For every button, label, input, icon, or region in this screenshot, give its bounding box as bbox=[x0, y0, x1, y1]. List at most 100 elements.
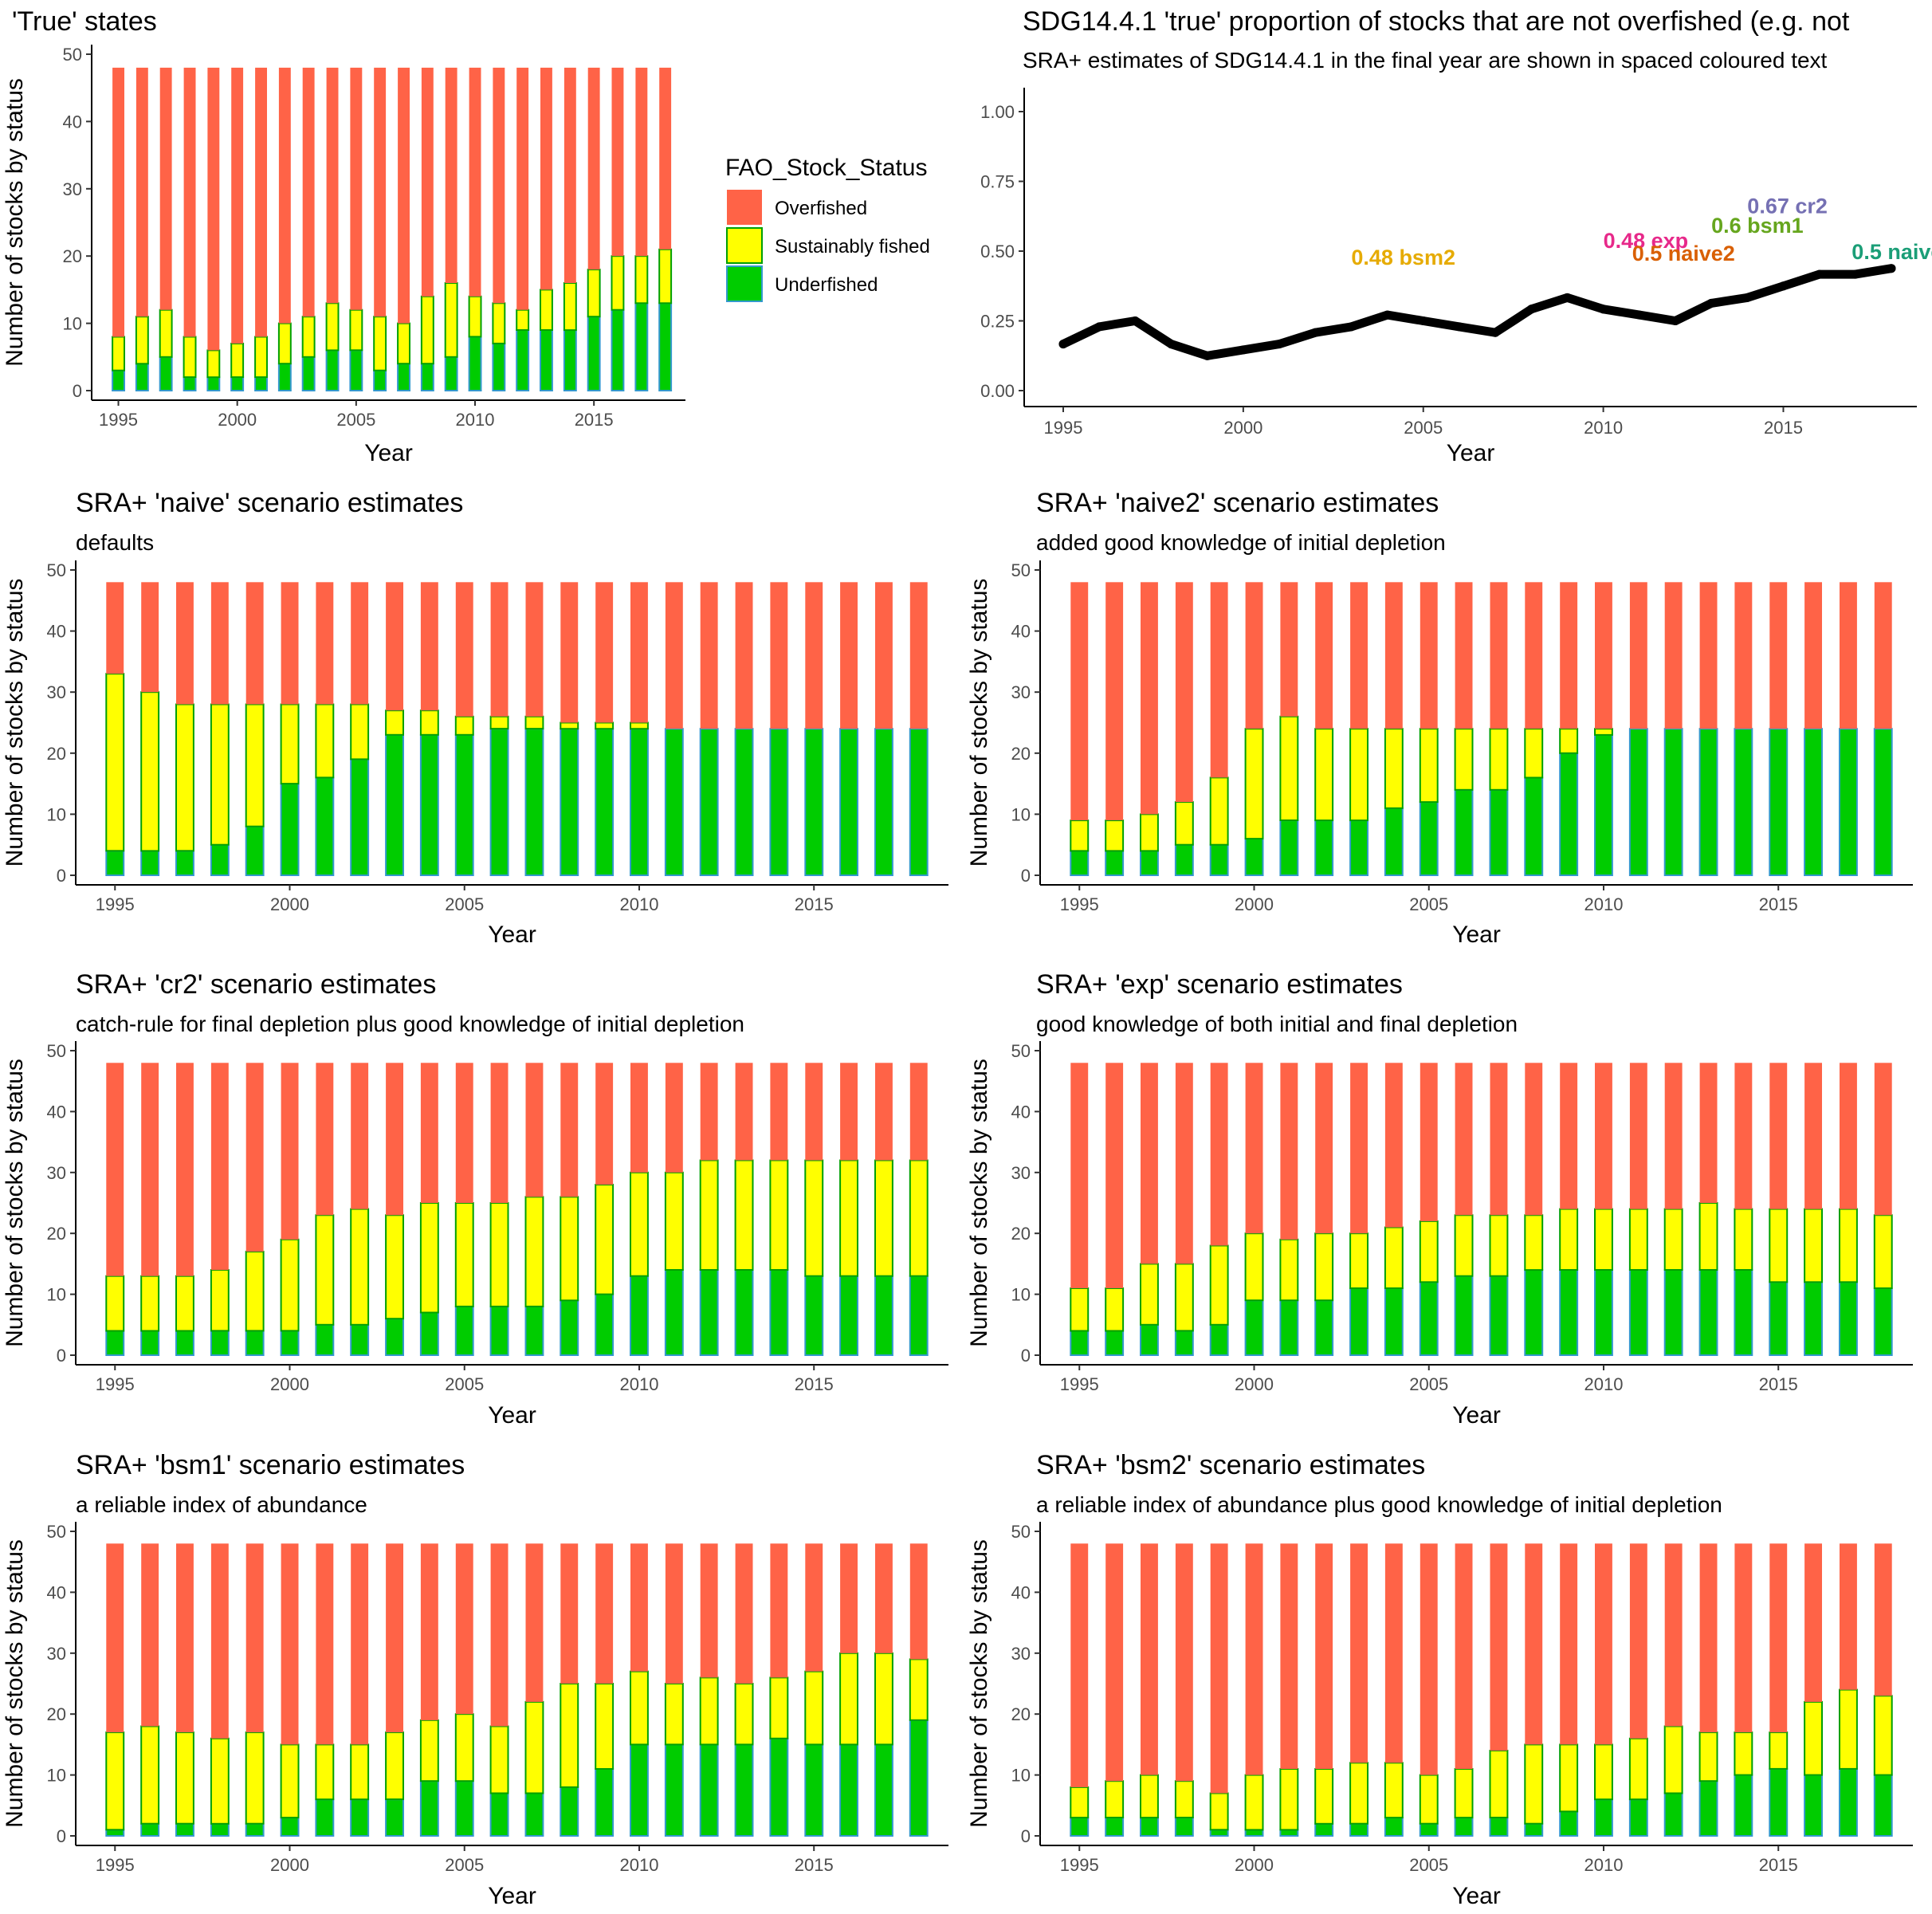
bar-sustainably-fished-2012 bbox=[1663, 1208, 1683, 1271]
bar-underfished-2009 bbox=[1559, 1269, 1579, 1356]
panel-title: SDG14.4.1 'true' proportion of stocks th… bbox=[1023, 6, 1850, 37]
bar-overfished-2012 bbox=[1664, 582, 1683, 729]
bar-underfished-1998 bbox=[1174, 843, 1194, 876]
bar-overfished-2015 bbox=[1769, 1543, 1788, 1733]
bar-overfished-2014 bbox=[770, 1543, 788, 1678]
bar-sustainably-fished-2018 bbox=[909, 1159, 929, 1277]
bar-overfished-1996 bbox=[141, 582, 159, 693]
x-tick-label: 2010 bbox=[456, 410, 495, 430]
bar-overfished-2006 bbox=[490, 1063, 509, 1203]
bar-sustainably-fished-2007 bbox=[524, 1196, 544, 1307]
bar-underfished-2006 bbox=[373, 369, 387, 392]
bar-underfished-2015 bbox=[1769, 1768, 1789, 1837]
bar-overfished-2005 bbox=[455, 1063, 473, 1203]
bar-sustainably-fished-1995 bbox=[105, 1275, 125, 1332]
bar-underfished-2016 bbox=[1804, 728, 1824, 877]
line-point-2011 bbox=[1635, 310, 1644, 320]
bar-overfished-1999 bbox=[245, 1543, 264, 1733]
bar-overfished-2013 bbox=[540, 67, 552, 290]
bar-sustainably-fished-2011 bbox=[492, 302, 506, 344]
bar-underfished-1996 bbox=[140, 1330, 160, 1357]
bar-sustainably-fished-1995 bbox=[1070, 1786, 1090, 1819]
bar-underfished-1998 bbox=[210, 1330, 230, 1357]
bars bbox=[1070, 1543, 1893, 1837]
bar-underfished-2000 bbox=[230, 376, 245, 392]
bar-overfished-2018 bbox=[909, 1543, 928, 1660]
bar-overfished-2002 bbox=[351, 1063, 369, 1209]
bar-overfished-2017 bbox=[1840, 1543, 1857, 1690]
x-axis-label: Year bbox=[1447, 440, 1495, 466]
bar-sustainably-fished-1999 bbox=[245, 1251, 265, 1332]
bar-underfished-1999 bbox=[245, 1822, 265, 1837]
bar-sustainably-fished-2009 bbox=[1559, 1743, 1579, 1813]
bar-overfished-2008 bbox=[1525, 582, 1543, 729]
panel-subtitle: added good knowledge of initial depletio… bbox=[1036, 530, 1446, 555]
bar-underfished-1995 bbox=[105, 1829, 125, 1837]
bar-overfished-2001 bbox=[255, 67, 267, 337]
bar-underfished-2016 bbox=[839, 1743, 858, 1837]
bar-sustainably-fished-2007 bbox=[524, 715, 544, 730]
bar-underfished-1997 bbox=[175, 1822, 194, 1837]
bar-overfished-2011 bbox=[665, 582, 683, 729]
bar-underfished-2004 bbox=[419, 1780, 439, 1837]
x-tick-label: 2010 bbox=[1584, 894, 1624, 914]
x-tick-label: 2010 bbox=[1584, 1374, 1624, 1394]
line-point-2009 bbox=[1562, 293, 1572, 302]
bar-overfished-1998 bbox=[1175, 582, 1193, 803]
bar-sustainably-fished-2017 bbox=[874, 1652, 893, 1746]
bar-sustainably-fished-1998 bbox=[210, 703, 230, 846]
y-tick-label: 50 bbox=[47, 560, 66, 580]
y-tick-label: 30 bbox=[1011, 682, 1031, 702]
bar-sustainably-fished-2010 bbox=[630, 1171, 649, 1277]
panel-title: SRA+ 'exp' scenario estimates bbox=[1036, 969, 1403, 1000]
bar-underfished-2002 bbox=[350, 1798, 370, 1837]
annotation-label: 0.67 cr2 bbox=[1747, 194, 1828, 218]
bar-sustainably-fished-2002 bbox=[277, 322, 292, 365]
bar-underfished-2007 bbox=[397, 363, 411, 392]
bar-overfished-1995 bbox=[1070, 1063, 1089, 1288]
x-tick-label: 2000 bbox=[1235, 1374, 1274, 1394]
bar-overfished-2017 bbox=[1840, 1063, 1857, 1209]
bar-overfished-2005 bbox=[1420, 1063, 1438, 1221]
x-tick-label: 2005 bbox=[445, 1374, 484, 1394]
bar-overfished-1995 bbox=[1070, 1543, 1089, 1787]
panel-5: SRA+ 'cr2' scenario estimates catch-rule … bbox=[2, 969, 948, 1429]
bar-overfished-2012 bbox=[1664, 1543, 1683, 1727]
bar-sustainably-fished-2005 bbox=[349, 309, 363, 352]
bars bbox=[1070, 1063, 1893, 1357]
bar-overfished-2002 bbox=[1315, 582, 1333, 729]
bar-sustainably-fished-2004 bbox=[1384, 728, 1404, 809]
bar-underfished-1995 bbox=[1070, 1330, 1090, 1357]
bar-sustainably-fished-2001 bbox=[315, 1743, 335, 1801]
bar-overfished-2016 bbox=[1804, 582, 1822, 729]
x-axis-label: Year bbox=[364, 440, 413, 466]
bar-overfished-2006 bbox=[490, 1543, 509, 1727]
line-point-1999 bbox=[1203, 351, 1212, 360]
bar-underfished-2004 bbox=[325, 349, 340, 391]
bar-sustainably-fished-2015 bbox=[1769, 1731, 1789, 1770]
bar-sustainably-fished-2010 bbox=[630, 721, 649, 730]
bar-overfished-2004 bbox=[1384, 582, 1403, 729]
bar-sustainably-fished-2008 bbox=[420, 295, 434, 365]
y-tick-label: 50 bbox=[1011, 1522, 1031, 1542]
bar-sustainably-fished-2007 bbox=[524, 1700, 544, 1794]
annotation-label: 0.5 naive2 bbox=[1632, 242, 1735, 265]
bar-sustainably-fished-2002 bbox=[350, 703, 370, 760]
bar-overfished-2008 bbox=[560, 582, 579, 723]
bar-sustainably-fished-1995 bbox=[105, 1731, 125, 1831]
bar-sustainably-fished-2001 bbox=[1279, 1768, 1299, 1831]
bar-overfished-2004 bbox=[420, 582, 438, 711]
bar-underfished-2008 bbox=[420, 363, 434, 392]
bar-underfished-1998 bbox=[1174, 1817, 1194, 1837]
y-tick-label: 30 bbox=[63, 179, 82, 199]
y-tick-label: 0.25 bbox=[980, 312, 1015, 332]
bar-underfished-2006 bbox=[489, 1305, 509, 1357]
x-tick-label: 1995 bbox=[99, 410, 138, 430]
bar-sustainably-fished-1998 bbox=[183, 336, 197, 379]
bar-underfished-2005 bbox=[1419, 1281, 1439, 1357]
bar-underfished-2001 bbox=[1279, 1299, 1299, 1356]
bar-sustainably-fished-1999 bbox=[1209, 1244, 1229, 1326]
x-tick-label: 2015 bbox=[1764, 418, 1803, 438]
bar-sustainably-fished-2005 bbox=[454, 1202, 474, 1307]
